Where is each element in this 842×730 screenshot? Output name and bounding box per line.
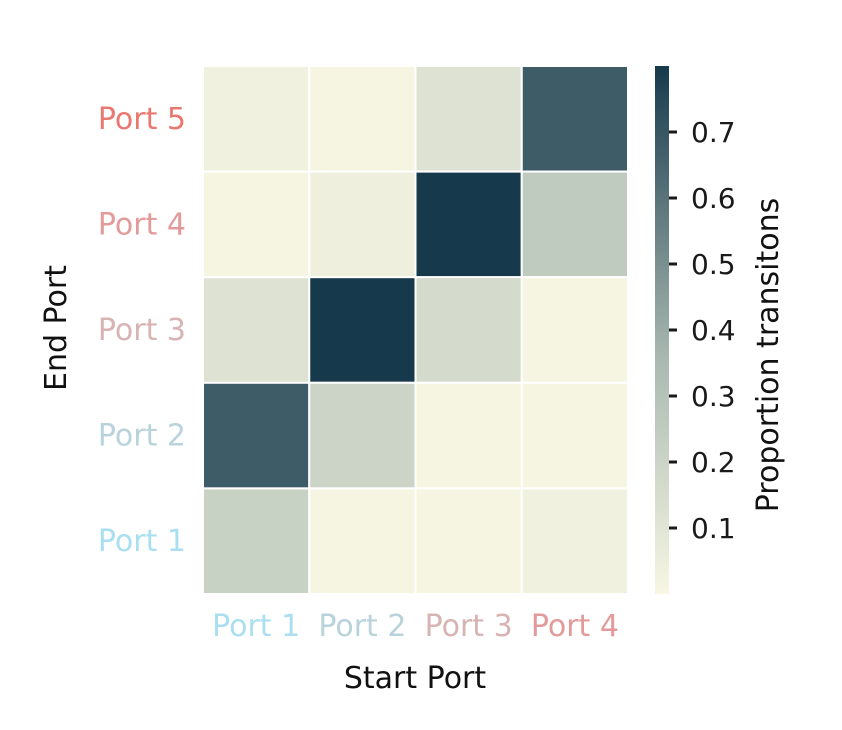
x-axis-title: Start Port [344,661,487,696]
colorbar-tick-label: 0.3 [691,380,736,413]
colorbar [655,66,669,594]
heatmap-cell-r5-c1 [202,487,311,595]
heatmap-cell-r1-c4 [520,65,629,173]
heatmap-cell-r4-c1 [202,381,311,490]
y-tick-label: Port 3 [98,313,186,348]
y-tick-label: Port 5 [98,102,186,137]
heatmap-cell-r5-c2 [308,487,417,595]
heatmap-cell-r3-c4 [520,276,629,384]
heatmap-cell-r5-c3 [414,487,523,595]
heatmap-cells [202,65,629,595]
colorbar-tick-label: 0.4 [691,314,736,347]
heatmap-cell-r1-c1 [202,65,311,173]
colorbar-ticks: 0.1 0.2 0.3 0.4 0.5 0.6 0.7 [669,116,736,545]
colorbar-tick-label: 0.1 [691,512,736,545]
heatmap-cell-r1-c2 [308,65,417,173]
heatmap-cell-r5-c4 [520,487,629,595]
heatmap-cell-r3-c1 [202,276,311,384]
heatmap-cell-r1-c3 [414,65,523,173]
colorbar-tick-label: 0.7 [691,116,736,149]
colorbar-tick-label: 0.2 [691,446,736,479]
heatmap-cell-r2-c1 [202,170,311,279]
heatmap-cell-r4-c2 [308,381,417,490]
heatmap-cell-r3-c3 [414,276,523,384]
x-tick-label: Port 3 [425,609,513,644]
heatmap-cell-r3-c2 [308,276,417,384]
y-tick-label: Port 1 [98,524,186,559]
y-axis-title: End Port [39,265,74,391]
x-tick-label: Port 2 [318,609,406,644]
colorbar-tick-label: 0.5 [691,248,736,281]
heatmap-cell-r4-c3 [414,381,523,490]
heatmap-cell-r4-c4 [520,381,629,490]
y-tick-label: Port 4 [98,207,186,242]
x-tick-label: Port 4 [531,609,619,644]
heatmap-cell-r2-c2 [308,170,417,279]
heatmap-cell-r2-c4 [520,170,629,279]
x-tick-label: Port 1 [212,609,300,644]
y-tick-label: Port 2 [98,419,186,454]
x-tick-labels: Port 1 Port 2 Port 3 Port 4 [212,609,619,644]
heatmap-cell-r2-c3 [414,170,523,279]
colorbar-label: Proportion transitons [751,198,786,513]
colorbar-tick-label: 0.6 [691,182,736,215]
y-tick-labels: Port 5 Port 4 Port 3 Port 2 Port 1 [98,102,186,559]
